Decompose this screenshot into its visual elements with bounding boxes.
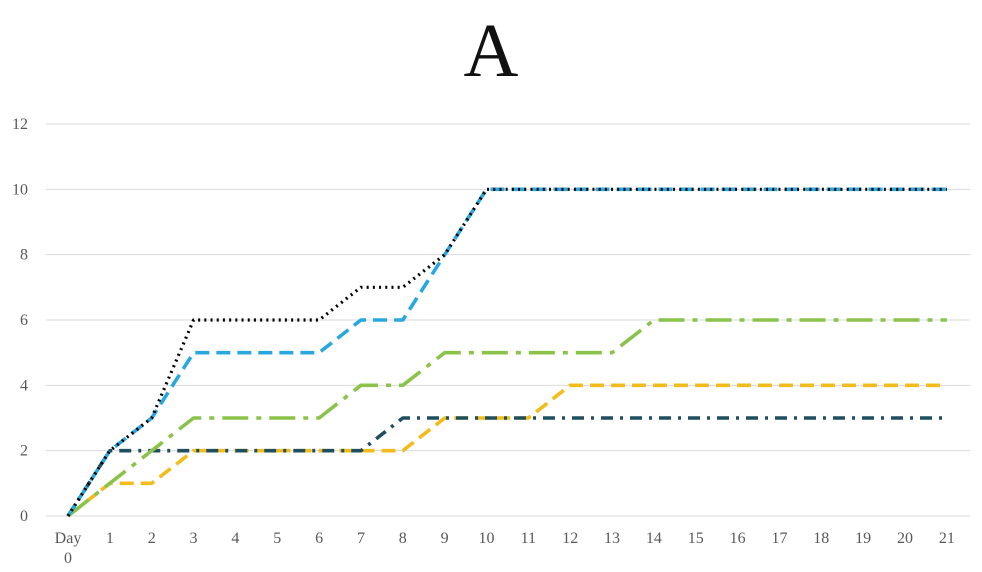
x-tick-label: 10: [479, 530, 495, 547]
series-lines: [66, 187, 947, 518]
x-tick-label: 4: [231, 530, 239, 547]
x-tick-label: 19: [855, 530, 871, 547]
y-tick-label: 10: [12, 181, 28, 198]
x-tick-label: 9: [441, 530, 449, 547]
x-tick-label: 16: [730, 530, 746, 547]
series-line-4: [66, 416, 947, 517]
x-tick-label: Day 0: [55, 530, 82, 567]
x-tick-label: 13: [604, 530, 620, 547]
y-tick-label: 0: [20, 508, 28, 525]
x-tick-label: 15: [688, 530, 704, 547]
x-tick-label: 11: [521, 530, 536, 547]
chart-title: A: [463, 9, 519, 93]
x-tick-label: 20: [897, 530, 913, 547]
y-tick-label: 2: [20, 443, 28, 460]
x-tick-label: 1: [106, 530, 114, 547]
x-tick-label: 7: [357, 530, 365, 547]
x-tick-label: 14: [646, 530, 662, 547]
x-tick-label: 17: [771, 530, 787, 547]
y-tick-label: 6: [20, 312, 28, 329]
x-tick-label: 21: [939, 530, 955, 547]
y-axis-ticks: 0 2 4 6 8 10 12: [12, 116, 28, 525]
x-axis-ticks: Day 01 2 3 4 5 6 7 8 9 10 11 12 13 14 15 16 17 18 19 20 21: [55, 530, 955, 567]
series-line-3: [66, 318, 947, 518]
y-tick-label: 8: [20, 247, 28, 264]
series-line-1: [66, 187, 947, 517]
x-tick-label: 18: [813, 530, 829, 547]
x-tick-label: 2: [148, 530, 156, 547]
x-tick-label: 8: [399, 530, 407, 547]
y-tick-label: 12: [12, 116, 28, 133]
x-tick-label: 5: [273, 530, 281, 547]
y-tick-label: 4: [20, 377, 28, 394]
x-tick-label: 12: [562, 530, 578, 547]
x-tick-label: 6: [315, 530, 323, 547]
x-tick-label: 3: [190, 530, 198, 547]
